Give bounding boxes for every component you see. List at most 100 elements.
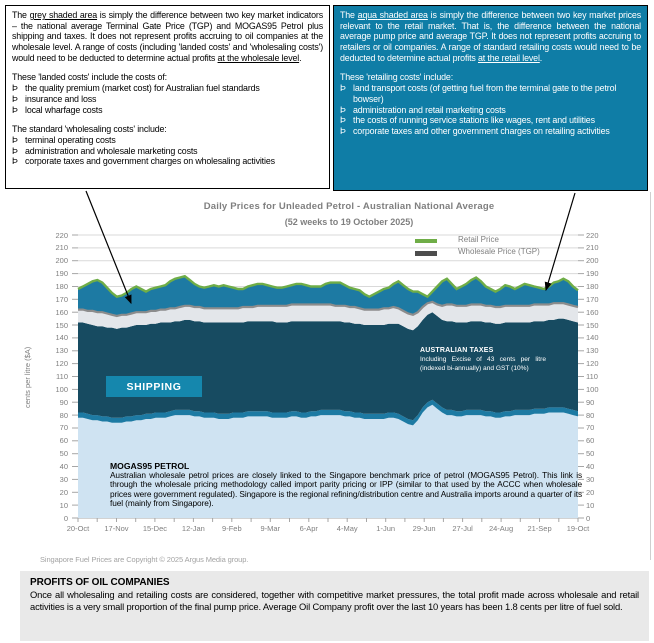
arrow-bullet-icon: Þ bbox=[12, 156, 18, 167]
y-axis-title: cents per litre ($A) bbox=[23, 346, 32, 408]
y-tick-label: 0 bbox=[63, 513, 68, 523]
y-tick-label: 150 bbox=[586, 320, 599, 330]
text-segment: is simply the difference between two key… bbox=[12, 10, 323, 63]
x-tick-label: 24-Aug bbox=[488, 524, 514, 533]
y-tick-label: 100 bbox=[586, 384, 599, 394]
shipping-label: SHIPPING bbox=[106, 376, 202, 397]
y-tick-label: 220 bbox=[55, 230, 68, 240]
text-segment: . bbox=[539, 52, 543, 63]
bullet-item-label: the costs of running service stations li… bbox=[353, 115, 595, 126]
arrow-bullet-icon: Þ bbox=[12, 93, 18, 104]
wholesale-price-line-swatch bbox=[415, 251, 437, 256]
y-tick-label: 60 bbox=[586, 436, 595, 446]
taxes-area bbox=[78, 312, 578, 421]
wholesale-note-paragraph: The grey shaded area is simply the diffe… bbox=[12, 10, 323, 63]
copyright-note: Singapore Fuel Prices are Copyright © 20… bbox=[40, 555, 249, 564]
arrow-bullet-icon: Þ bbox=[12, 145, 18, 156]
legend-label-retail: Retail Price bbox=[458, 235, 499, 244]
y-tick-label: 160 bbox=[55, 307, 68, 317]
taxes-annotation-body: Including Excise of 43 cents per litre (… bbox=[420, 356, 546, 373]
arrow-bullet-icon: Þ bbox=[340, 115, 346, 126]
legend-label-wholesale: Wholesale Price (TGP) bbox=[458, 247, 540, 256]
x-tick-label: 1-Jun bbox=[376, 524, 396, 533]
y-tick-label: 160 bbox=[586, 307, 599, 317]
y-tick-label: 90 bbox=[586, 397, 595, 407]
chart-subtitle: (52 weeks to 19 October 2025) bbox=[284, 217, 414, 227]
y-tick-label: 210 bbox=[55, 243, 68, 253]
x-tick-label: 21-Sep bbox=[527, 524, 552, 533]
y-tick-label: 180 bbox=[55, 281, 68, 291]
y-tick-label: 60 bbox=[59, 436, 68, 446]
profits-title: PROFITS OF OIL COMPANIES bbox=[30, 577, 170, 588]
y-tick-label: 80 bbox=[586, 410, 595, 420]
x-tick-label: 19-Oct bbox=[566, 524, 590, 533]
y-tick-label: 220 bbox=[586, 230, 599, 240]
y-tick-label: 40 bbox=[59, 462, 68, 472]
y-tick-label: 170 bbox=[586, 294, 599, 304]
x-tick-label: 6-Apr bbox=[299, 524, 318, 533]
y-tick-label: 130 bbox=[55, 346, 68, 356]
x-tick-label: 4-May bbox=[336, 524, 358, 533]
x-tick-label: 20-Oct bbox=[66, 524, 90, 533]
y-tick-label: 200 bbox=[586, 256, 599, 266]
y-tick-label: 30 bbox=[59, 474, 68, 484]
y-tick-label: 70 bbox=[586, 423, 595, 433]
x-tick-label: 12-Jan bbox=[181, 524, 205, 533]
y-tick-label: 40 bbox=[586, 462, 595, 472]
x-tick-label: 9-Mar bbox=[260, 524, 281, 533]
y-tick-label: 90 bbox=[59, 397, 68, 407]
y-tick-label: 20 bbox=[586, 487, 595, 497]
y-tick-label: 150 bbox=[55, 320, 68, 330]
underlined-phrase: at the retail level bbox=[478, 52, 540, 63]
retail-price-line-swatch bbox=[415, 239, 437, 243]
y-tick-label: 10 bbox=[59, 500, 68, 510]
y-tick-label: 120 bbox=[55, 359, 68, 369]
y-tick-label: 140 bbox=[55, 333, 68, 343]
x-tick-label: 9-Feb bbox=[222, 524, 242, 533]
wholesale-note-box: The grey shaded area is simply the diffe… bbox=[5, 5, 330, 189]
text-segment: . bbox=[299, 52, 302, 63]
x-tick-label: 27-Jul bbox=[452, 524, 473, 533]
retail-note-paragraph: The aqua shaded area is simply the diffe… bbox=[340, 10, 641, 63]
y-tick-label: 180 bbox=[586, 281, 599, 291]
y-tick-label: 70 bbox=[59, 423, 68, 433]
mogas95-area bbox=[78, 404, 578, 518]
y-tick-label: 170 bbox=[55, 294, 68, 304]
bullet-item-label: administration and retail marketing cost… bbox=[353, 104, 506, 115]
retail-price-line bbox=[77, 274, 579, 299]
x-tick-label: 17-Nov bbox=[104, 524, 129, 533]
y-tick-label: 110 bbox=[586, 372, 598, 381]
y-tick-label: 50 bbox=[586, 449, 595, 459]
arrow-bullet-icon: Þ bbox=[340, 125, 346, 136]
bullet-item-label: terminal operating costs bbox=[25, 134, 116, 145]
y-tick-label: 110 bbox=[56, 372, 68, 381]
bullet-item-label: land transport costs (of getting fuel fr… bbox=[353, 83, 617, 104]
arrow-bullet-icon: Þ bbox=[340, 83, 346, 94]
australian-taxes-annotation: AUSTRALIAN TAXES Including Excise of 43 … bbox=[420, 347, 546, 373]
bullet-item-label: insurance and loss bbox=[25, 93, 97, 104]
wholesaling-costs-heading: The standard 'wholesaling costs' include… bbox=[12, 124, 167, 135]
y-tick-label: 190 bbox=[586, 269, 599, 279]
y-tick-label: 30 bbox=[586, 474, 595, 484]
y-tick-label: 210 bbox=[586, 243, 599, 253]
y-tick-label: 190 bbox=[55, 269, 68, 279]
text-segment: is simply the difference between two key… bbox=[340, 10, 642, 63]
mogas95-annotation: MOGAS95 PETROL Australian wholesale petr… bbox=[110, 461, 582, 509]
underlined-phrase: grey shaded area bbox=[29, 10, 98, 20]
y-tick-label: 50 bbox=[59, 449, 68, 459]
bullet-item-label: the quality premium (market cost) for Au… bbox=[25, 83, 260, 94]
y-tick-label: 200 bbox=[55, 256, 68, 266]
text-segment: The bbox=[12, 10, 30, 20]
y-tick-label: 140 bbox=[586, 333, 599, 343]
